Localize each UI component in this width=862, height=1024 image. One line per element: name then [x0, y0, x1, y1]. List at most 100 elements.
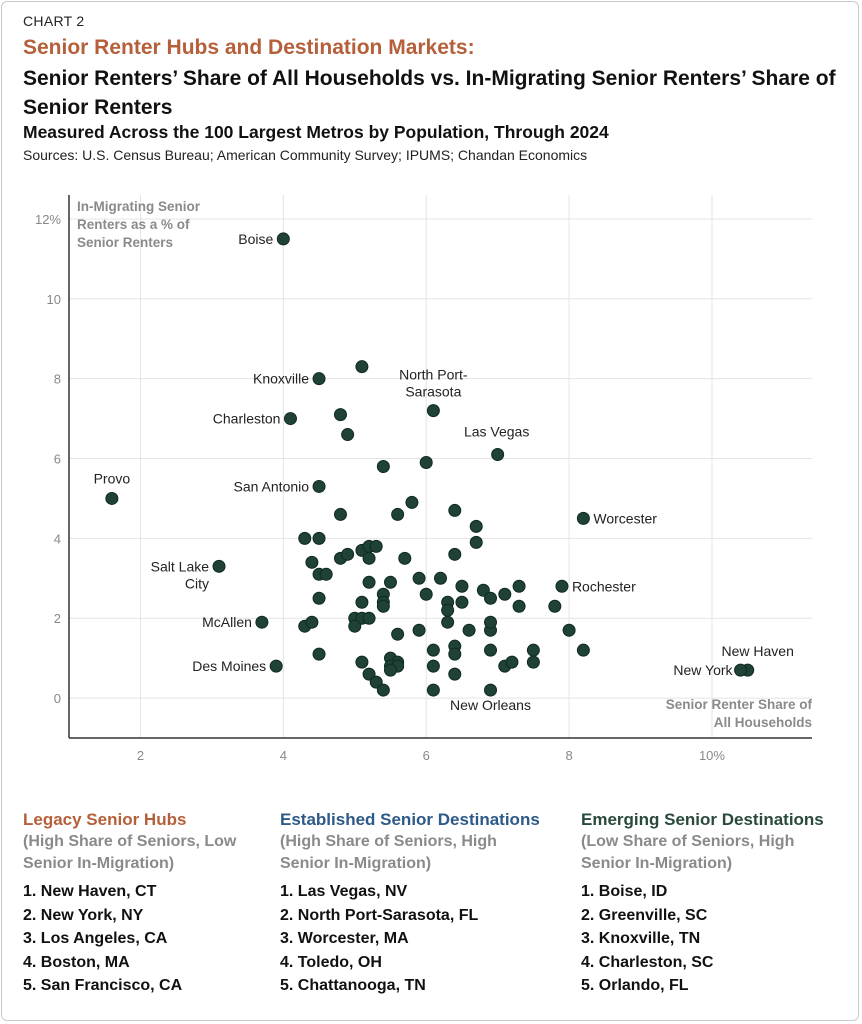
data-point-labeled: [734, 663, 748, 677]
legend-legacy-subtitle: (High Share of Seniors, Low Senior In-Mi…: [23, 833, 237, 872]
data-point: [298, 531, 312, 545]
legend-item: 4. Toledo, OH: [280, 953, 382, 971]
data-point: [355, 595, 369, 609]
point-label: McAllen: [202, 614, 252, 630]
y-tick-label: 4: [54, 531, 61, 546]
data-point: [441, 603, 455, 617]
legend-item: 3. Knoxville, TN: [581, 930, 701, 947]
point-label: San Antonio: [234, 478, 310, 494]
legend-item: 2. Greenville, SC: [581, 906, 708, 924]
chart-number: CHART 2: [23, 13, 85, 29]
legend-item: 1. Boise, ID: [581, 883, 668, 900]
data-point-labeled: [276, 232, 290, 246]
point-label: Las Vegas: [464, 424, 529, 440]
legend-established: Established Senior Destinations (High Sh…: [280, 809, 560, 998]
legend-emerging: Emerging Senior Destinations (Low Share …: [581, 809, 858, 998]
point-label: Des Moines: [192, 658, 266, 674]
scatter-plot: 0 2 4 6 8 10 12% 2 4 6 8 10% In-Migrating Senior Rent…: [35, 195, 813, 763]
legend-item: 2. New York, NY: [23, 906, 144, 924]
data-point-labeled: [105, 491, 119, 505]
data-point: [305, 555, 319, 569]
legend-item: 4. Charleston, SC: [581, 953, 714, 971]
point-label: North Port-: [399, 367, 468, 383]
point-label: Salt Lake: [151, 558, 210, 574]
chart-subtitle: Senior Renters’ Share of All Households …: [23, 67, 836, 119]
x-tick-label: 10%: [699, 748, 725, 763]
data-point: [426, 659, 440, 673]
legend-established-subtitle: (High Share of Seniors, High Senior In-M…: [280, 833, 497, 872]
data-point-labeled: [312, 479, 326, 493]
data-point: [362, 551, 376, 565]
point-label: New York: [673, 662, 733, 678]
data-point: [383, 663, 397, 677]
data-point: [412, 623, 426, 637]
x-tick-label: 8: [565, 748, 572, 763]
legend-item: 1. New Haven, CT: [23, 883, 157, 900]
point-label: New Orleans: [450, 697, 531, 713]
chart-title: Senior Renter Hubs and Destination Marke…: [23, 36, 475, 59]
data-point-labeled: [576, 511, 590, 525]
data-point: [333, 408, 347, 422]
data-point-labeled: [484, 683, 498, 697]
data-point: [355, 655, 369, 669]
data-point: [434, 571, 447, 585]
data-point: [548, 599, 562, 613]
data-point: [341, 428, 355, 442]
data-point: [362, 611, 376, 625]
data-point-labeled: [491, 448, 505, 462]
data-point: [391, 507, 405, 521]
x-axis-title: Senior Renter Share of: [666, 697, 813, 712]
y-tick-label: 8: [54, 372, 61, 387]
legend-item: 4. Boston, MA: [23, 953, 130, 971]
data-point: [305, 615, 319, 629]
data-point: [526, 655, 540, 669]
data-point: [312, 647, 326, 661]
legend-item: 3. Worcester, MA: [280, 930, 409, 947]
data-point: [505, 655, 519, 669]
data-point: [498, 587, 512, 601]
point-label: Rochester: [572, 578, 636, 594]
data-point: [448, 667, 462, 681]
data-point: [312, 591, 326, 605]
data-point: [448, 647, 462, 661]
legend-item: 1. Las Vegas, NV: [280, 883, 408, 900]
data-point: [391, 627, 405, 641]
y-axis-title: In-Migrating Senior: [77, 199, 201, 214]
point-label: New Haven: [722, 643, 794, 659]
legend-item: 5. San Francisco, CA: [23, 977, 183, 994]
legend-emerging-title: Emerging Senior Destinations: [581, 810, 824, 829]
data-point: [333, 507, 347, 521]
data-point: [426, 643, 440, 657]
legend-established-title: Established Senior Destinations: [280, 810, 540, 829]
data-point: [448, 547, 462, 561]
data-point: [426, 683, 440, 697]
y-tick-label: 2: [54, 611, 61, 626]
x-tick-label: 6: [423, 748, 430, 763]
point-label: Worcester: [593, 510, 657, 526]
data-point: [362, 575, 376, 589]
data-point: [512, 579, 526, 593]
point-label: City: [185, 575, 209, 591]
data-point: [376, 599, 390, 613]
y-tick-label: 0: [54, 691, 61, 706]
y-tick-label: 12%: [35, 212, 61, 227]
data-point: [455, 595, 469, 609]
data-point-labeled: [312, 372, 326, 386]
data-point: [526, 643, 540, 657]
data-point-labeled: [255, 615, 269, 629]
point-label: Charleston: [213, 411, 281, 427]
data-point-labeled: [212, 559, 226, 573]
data-point: [348, 619, 362, 633]
data-point: [376, 683, 390, 697]
data-point: [312, 531, 326, 545]
legend-item: 5. Orlando, FL: [581, 977, 689, 994]
legend-item: 3. Los Angeles, CA: [23, 930, 168, 947]
data-point: [341, 547, 355, 561]
data-point: [469, 519, 483, 533]
data-point: [455, 579, 469, 593]
x-tick-label: 4: [280, 748, 287, 763]
data-point: [419, 587, 433, 601]
data-point: [369, 539, 383, 553]
data-point: [484, 591, 498, 605]
